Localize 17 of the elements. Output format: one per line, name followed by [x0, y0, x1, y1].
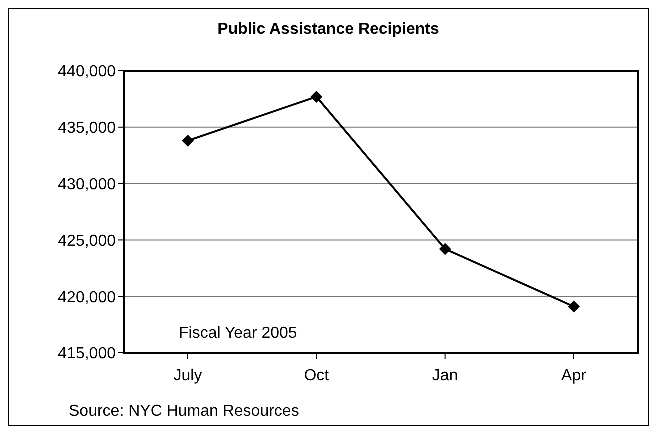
source-note: Source: NYC Human Resources	[69, 403, 300, 421]
y-tick-label: 430,000	[58, 176, 116, 194]
y-tick-label: 425,000	[58, 232, 116, 250]
y-tick-label: 440,000	[58, 64, 116, 81]
x-tick-label: July	[174, 367, 202, 384]
x-tick-label: Oct	[304, 367, 330, 384]
chart-title: Public Assistance Recipients	[216, 21, 440, 39]
y-tick-label: 420,000	[58, 289, 116, 306]
point	[310, 90, 323, 103]
point	[568, 300, 580, 313]
annotation: Fiscal Year 2005	[179, 325, 298, 343]
x-tick-label: Jan	[432, 367, 458, 384]
point	[182, 134, 194, 147]
y-tick-label: 435,000	[58, 120, 116, 138]
x-tick-label: Apr	[562, 367, 588, 384]
point	[439, 243, 452, 256]
y-tick-label: 415,000	[58, 346, 116, 363]
